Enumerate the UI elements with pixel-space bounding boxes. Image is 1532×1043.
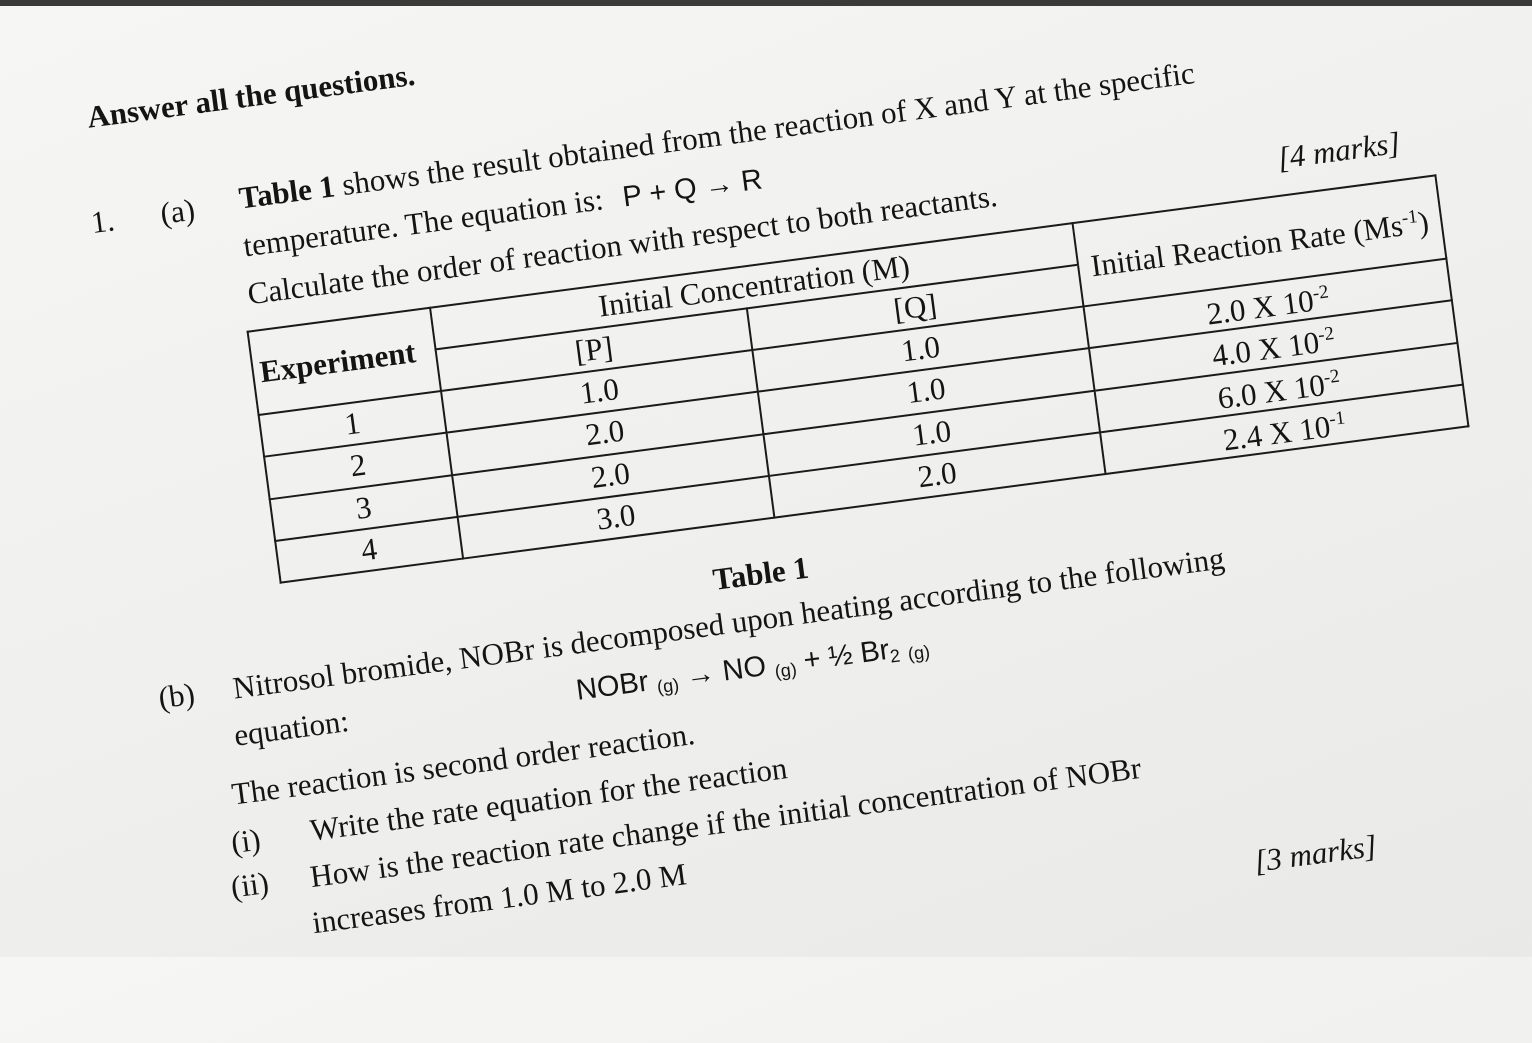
exam-page: Answer all the questions. 1. (a) Table 1… [85, 0, 1532, 1042]
rate-exp: -2 [1322, 365, 1341, 389]
instructions: Answer all the questions. [85, 56, 417, 135]
part-a-label: (a) [158, 191, 197, 231]
table-ref: Table 1 [236, 168, 337, 216]
eq-product-2: + ½ Br [793, 633, 892, 678]
header-rate-close: ) [1415, 203, 1431, 241]
part-a-line1-text: shows the result obtained from the react… [332, 55, 1197, 204]
eq-product-1: NO [720, 650, 768, 688]
part-b-label: (b) [156, 675, 197, 716]
rate-exp: -2 [1316, 323, 1336, 347]
eq-arrow: → [675, 655, 725, 694]
reaction-equation: P + Q → R [620, 163, 765, 214]
table-caption: Table 1 [710, 549, 811, 597]
sub-ii-label: (ii) [228, 864, 271, 905]
eq-state: (g) [773, 659, 798, 682]
top-bar [0, 0, 1532, 6]
eq-state: (g) [906, 641, 932, 665]
question-number: 1. [88, 202, 117, 241]
eq-reactant: NOBr [574, 665, 651, 707]
part-b-marks: [3 marks] [1252, 827, 1379, 879]
sub-i-label: (i) [228, 821, 263, 861]
part-b-line2: equation: [231, 703, 351, 753]
rate-value: 2.4 X 10 [1221, 408, 1333, 458]
eq-subscript: 2 [888, 645, 902, 667]
eq-state: (g) [655, 674, 681, 698]
part-a-marks: [4 marks] [1275, 124, 1403, 176]
rate-exp: -2 [1311, 281, 1330, 305]
rate-exp: -1 [1327, 407, 1347, 431]
